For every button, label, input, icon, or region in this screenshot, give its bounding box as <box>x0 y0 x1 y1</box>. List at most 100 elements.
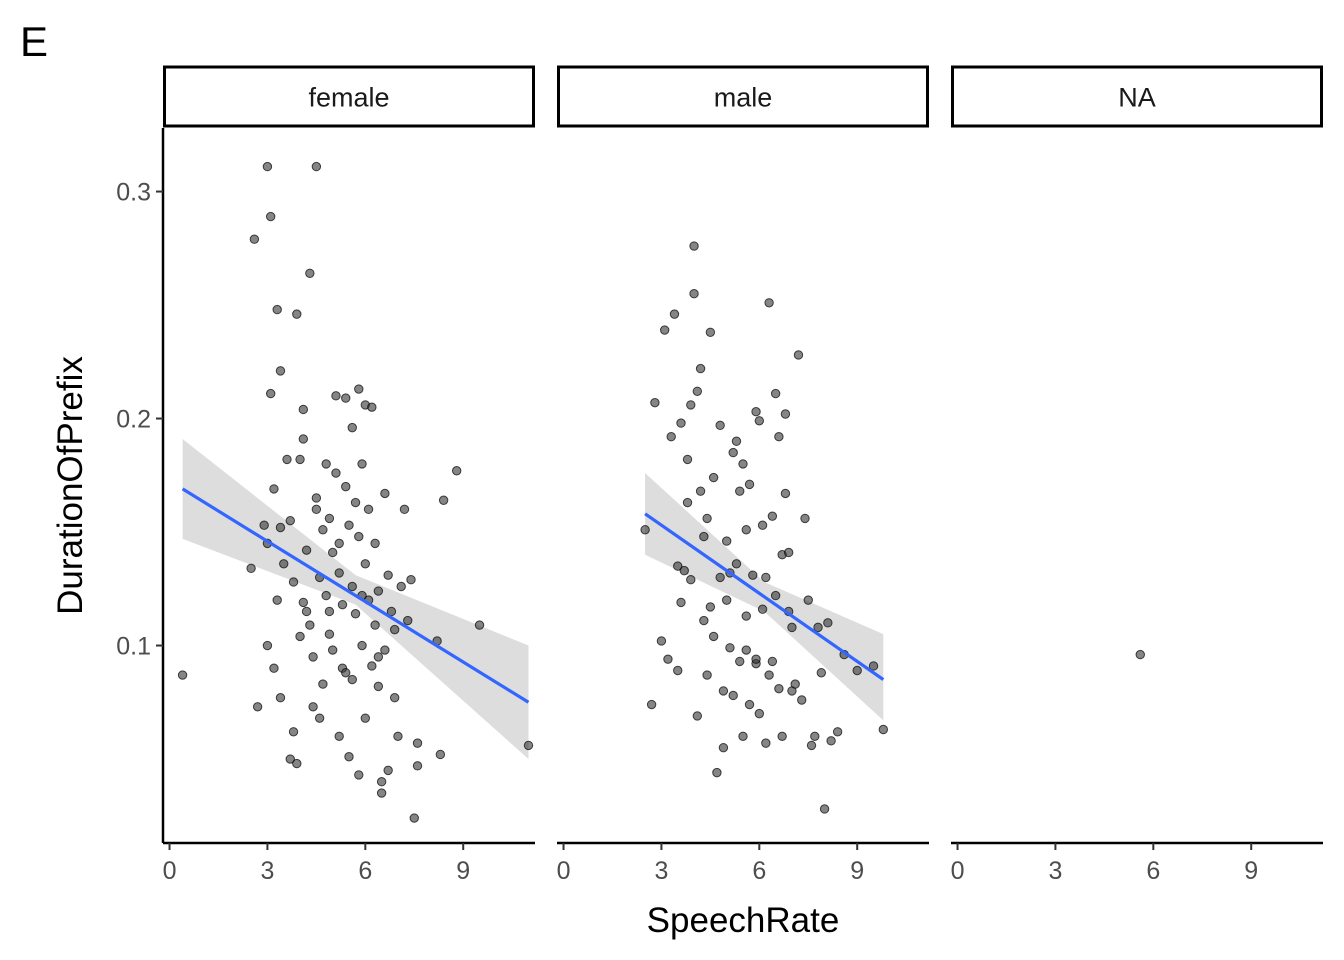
data-point <box>324 606 335 617</box>
data-point <box>383 570 393 580</box>
data-point <box>344 520 354 530</box>
data-point <box>780 409 791 419</box>
data-point <box>676 597 686 608</box>
data-point <box>357 640 367 651</box>
data-point <box>806 740 817 751</box>
data-point <box>692 386 703 397</box>
data-point <box>334 538 344 549</box>
data-point <box>412 761 423 771</box>
data-point <box>669 309 680 319</box>
data-point <box>780 488 791 499</box>
data-point <box>275 693 286 703</box>
data-point <box>298 597 309 608</box>
data-point <box>646 699 657 710</box>
data-point <box>292 309 302 319</box>
data-point <box>298 434 309 444</box>
y-axis-title: DurationOfPrefix <box>51 356 90 615</box>
data-point <box>334 731 344 742</box>
data-point <box>738 731 748 742</box>
data-point <box>813 622 823 633</box>
data-point <box>751 654 761 664</box>
data-point <box>389 693 400 703</box>
data-point <box>728 690 738 701</box>
data-point <box>682 497 693 508</box>
data-point <box>878 724 889 735</box>
data-point <box>715 420 725 431</box>
data-point <box>350 497 361 508</box>
data-point <box>383 765 393 776</box>
x-tick-label: 6 <box>1146 857 1160 885</box>
data-point <box>708 472 719 483</box>
y-tick-label: 0.3 <box>116 179 151 207</box>
data-point <box>403 615 413 626</box>
data-point <box>265 211 276 222</box>
data-point <box>793 350 804 360</box>
y-tick-label: 0.2 <box>116 406 151 434</box>
data-point <box>376 788 387 798</box>
data-point <box>767 656 778 667</box>
data-point <box>774 683 784 694</box>
data-point <box>797 695 807 705</box>
data-point <box>341 393 351 403</box>
data-point <box>689 241 699 251</box>
data-point <box>731 436 742 446</box>
data-point <box>370 620 380 630</box>
data-point <box>728 447 738 458</box>
data-point <box>764 298 774 308</box>
data-point <box>659 325 670 335</box>
facet-label: female <box>308 83 389 113</box>
data-point <box>731 559 742 569</box>
facet-label: male <box>714 83 773 113</box>
data-point <box>832 727 843 737</box>
data-point <box>354 384 364 394</box>
facet-strip <box>557 65 929 128</box>
data-point <box>347 674 357 685</box>
data-point <box>751 407 761 417</box>
data-point <box>754 708 765 719</box>
x-tick-label: 3 <box>260 857 274 885</box>
data-point <box>399 504 410 515</box>
data-point <box>324 513 335 524</box>
data-point <box>699 531 709 542</box>
data-point <box>305 268 315 278</box>
data-point <box>249 234 260 244</box>
data-point <box>321 590 331 601</box>
data-point <box>308 652 318 662</box>
data-point <box>741 645 751 655</box>
data-point <box>262 640 273 651</box>
x-tick-label: 9 <box>1244 857 1258 885</box>
data-point <box>767 511 778 521</box>
data-point <box>275 366 286 376</box>
data-point <box>367 661 377 671</box>
data-point <box>318 679 328 689</box>
y-tick-label: 0.1 <box>116 633 151 661</box>
data-point <box>262 161 273 172</box>
regression-line <box>644 512 885 681</box>
data-point <box>269 663 279 673</box>
data-point <box>298 404 309 415</box>
data-point <box>744 699 755 710</box>
facet-strip <box>951 65 1323 128</box>
x-tick-label: 0 <box>163 857 177 885</box>
x-tick-label: 0 <box>557 857 571 885</box>
data-point <box>295 454 305 465</box>
data-point <box>347 422 357 433</box>
data-point <box>692 711 703 721</box>
data-point <box>451 466 462 476</box>
facet-strip <box>163 65 535 128</box>
data-point <box>705 602 716 612</box>
x-tick-label: 3 <box>1048 857 1062 885</box>
data-point <box>311 493 322 503</box>
data-point <box>373 652 384 662</box>
data-point <box>679 565 689 576</box>
data-point <box>868 661 879 671</box>
data-point <box>363 504 374 515</box>
data-point <box>389 624 400 635</box>
data-point <box>331 391 341 401</box>
x-axis-title: SpeechRate <box>647 901 840 940</box>
data-point <box>334 568 344 578</box>
data-point <box>360 713 371 723</box>
data-point <box>666 431 676 442</box>
data-point <box>735 656 745 667</box>
